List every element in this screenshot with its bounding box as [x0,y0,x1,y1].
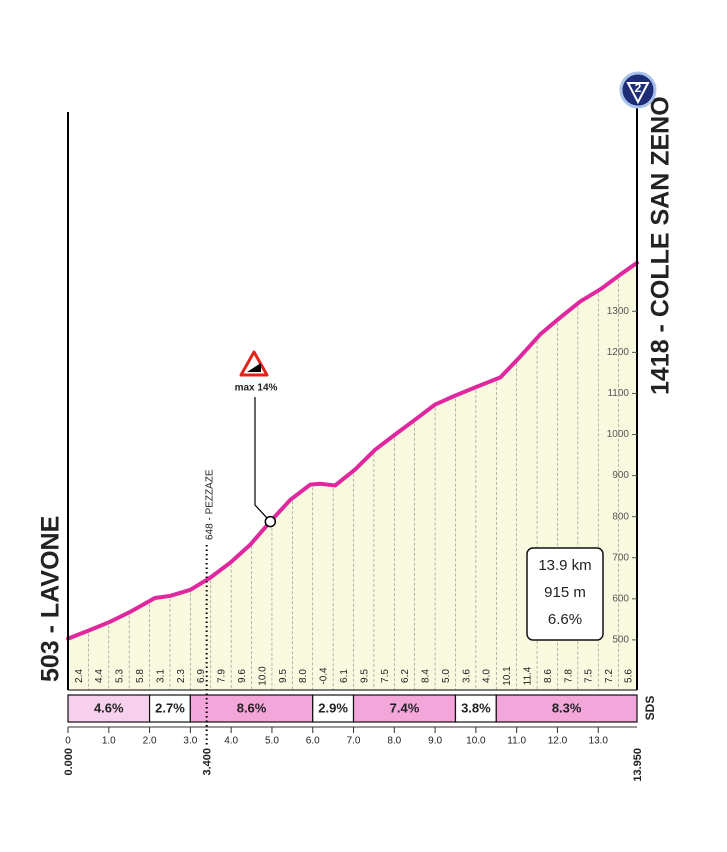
gradient-label: 5.3 [115,669,126,683]
summary-gain: 915 m [544,584,586,601]
y-tick-label: 700 [612,552,629,563]
gradient-label: 4.4 [94,669,105,683]
side-label: SDS [643,696,657,721]
y-tick-label: 1100 [607,388,629,399]
profile-line [66,260,639,641]
band-label: 2.7% [155,700,185,715]
gradient-label: 7.2 [604,669,615,683]
profile-area [68,262,637,690]
gradient-label: 8.4 [421,669,432,683]
gradient-label: 11.4 [523,666,534,685]
gradient-label: 8.0 [298,669,309,683]
x-tick-label: 4.0 [224,736,238,747]
gradient-label: 6.2 [400,669,411,683]
gradient-label: 9.5 [278,669,289,683]
max-leader [254,397,271,522]
gradient-label: 5.8 [135,669,146,683]
gradient-band [189,694,314,723]
plot: 2.4 4.4 5.3 5.8 3.1 2.3 6.9 7.9 9.6 10.0 9.5 8.0 -0.… [63,108,644,782]
gradient-label: 4.0 [482,669,493,683]
gradient-label: 10.0 [257,666,268,686]
gradient-label: 7.9 [217,669,228,683]
x-tick-label: 9.0 [428,736,442,747]
band-label: 8.3% [552,700,582,715]
gradient-label: 3.1 [155,669,166,683]
summary-gradient: 6.6% [548,611,582,628]
x-tick-label: 2.0 [143,736,157,747]
x-tick-label: 13.0 [589,736,609,747]
y-tick-label: 1200 [607,347,630,358]
x-tick-label: 0 [65,736,71,747]
gradient-label: 5.6 [623,669,634,683]
band-label: 2.9% [318,700,348,715]
y-tick-label: 800 [612,511,629,522]
gradient-band [312,694,355,723]
gradient-label: 9.6 [237,669,248,683]
gradient-label: 8.6 [543,669,554,683]
gradient-label: 7.5 [380,669,391,683]
gradient-band [67,694,151,723]
badge [619,71,657,109]
max-point [264,515,277,528]
x-tick-label: 7.0 [347,736,361,747]
x-tick-label: 3.0 [183,736,197,747]
summary-distance: 13.9 km [538,557,591,574]
x-tick-label: 10.0 [466,736,486,747]
x-tick-label: 1.0 [102,736,116,747]
band-label: 8.6% [237,700,267,715]
band-label: 4.6% [94,700,124,715]
y-tick-label: 600 [612,593,629,604]
gradient-label: 10.1 [502,666,513,686]
gradient-label: -0.4 [319,667,330,685]
km-marker: 3.400 [202,748,214,776]
summary-box [526,547,604,641]
badge-number: 2 [635,81,642,95]
start-label: 503 - LAVONE [37,516,65,682]
y-tick-label: 1300 [607,306,630,317]
waypoint-label: 648 - PEZZAZE [204,469,215,540]
end-label: 1418 - COLLE SAN ZENO [647,96,675,395]
max-gradient-label: max 14% [235,383,278,394]
band-label: 7.4% [390,700,420,715]
y-tick-label: 500 [612,635,629,646]
band-label: 3.8% [461,700,491,715]
x-tick-label: 5.0 [265,736,279,747]
badge-icon [626,82,650,105]
y-tick-label: 1000 [607,429,630,440]
gradient-label: 3.6 [461,669,472,683]
gradient-band [148,694,191,723]
x-tick-label: 12.0 [548,736,568,747]
gradient-band [495,694,638,723]
gradient-label: 6.1 [339,669,350,683]
gradient-label: 6.9 [196,669,207,683]
y-tick-label: 900 [612,470,629,481]
x-tick-label: 8.0 [387,736,401,747]
gradient-label: 2.3 [176,669,187,683]
warning-icon [247,363,261,372]
km-marker: 13.950 [632,748,644,782]
gradient-label: 7.8 [563,669,574,683]
km-marker: 0.000 [63,748,75,776]
gradient-label: 5.0 [441,669,452,683]
gradient-label: 9.5 [359,669,370,683]
gradient-label: 7.5 [584,669,595,683]
gradient-label: 2.4 [74,669,85,683]
x-tick-label: 6.0 [306,736,320,747]
x-tick-label: 11.0 [507,736,526,747]
